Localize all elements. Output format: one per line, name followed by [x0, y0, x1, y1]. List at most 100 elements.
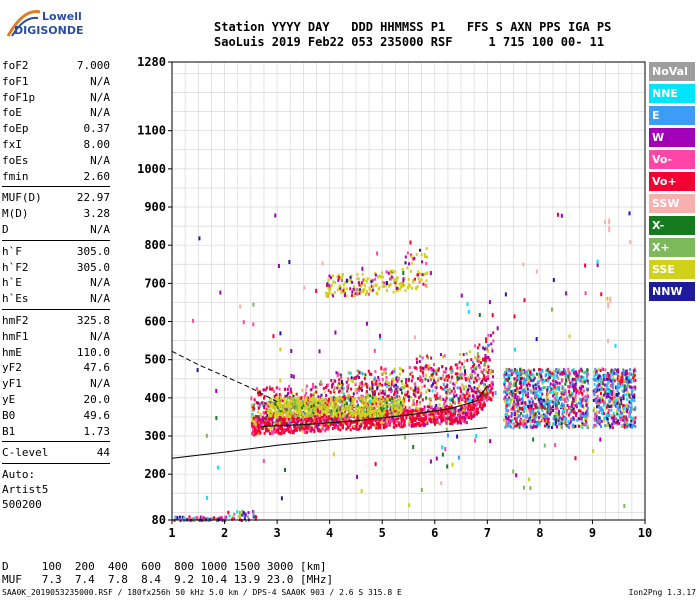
echo-point: [386, 384, 389, 388]
echo-point: [338, 378, 341, 382]
echo-point: [513, 423, 516, 427]
echo-point: [630, 391, 633, 395]
echo-point: [300, 401, 303, 405]
echo-point: [575, 375, 578, 379]
echo-point: [359, 381, 362, 385]
echo-point: [517, 413, 520, 417]
echo-point: [425, 262, 428, 266]
echo-point: [399, 286, 402, 290]
echo-point: [486, 398, 489, 402]
echo-point: [468, 384, 471, 388]
echo-point: [270, 429, 273, 433]
echo-point: [625, 416, 628, 420]
echo-point: [582, 412, 585, 416]
echo-point: [284, 394, 287, 398]
echo-point: [323, 424, 326, 428]
param-value: N/A: [90, 276, 110, 290]
echo-point: [613, 419, 616, 423]
echo-point: [437, 406, 440, 410]
echo-point: [368, 372, 371, 376]
echo-point: [294, 428, 297, 432]
echo-point: [364, 423, 367, 427]
echo-point: [400, 388, 403, 392]
echo-point: [552, 394, 555, 398]
echo-point: [573, 388, 576, 392]
echo-point: [547, 417, 550, 421]
echo-point: [622, 397, 625, 401]
echo-point: [323, 410, 326, 414]
echo-point: [394, 283, 397, 287]
echo-point: [516, 395, 519, 399]
echo-point: [348, 407, 351, 411]
echo-point: [371, 390, 374, 394]
echo-point: [534, 383, 537, 387]
echo-point: [331, 274, 334, 278]
echo-point: [320, 404, 323, 408]
echo-point: [584, 411, 587, 415]
echo-point: [617, 392, 620, 396]
echo-point: [476, 407, 479, 411]
echo-point: [471, 394, 474, 398]
echo-point: [557, 422, 560, 426]
echo-point: [505, 413, 508, 417]
echo-point: [513, 377, 516, 381]
echo-points: [173, 211, 637, 523]
echo-point: [519, 381, 522, 385]
echo-point: [515, 405, 518, 409]
echo-point: [404, 384, 407, 388]
echo-point: [483, 347, 486, 351]
echo-point: [529, 379, 532, 383]
echo-point: [464, 400, 467, 404]
echo-point: [509, 424, 512, 428]
echo-point: [615, 408, 618, 412]
echo-point: [268, 418, 271, 422]
echo-point: [578, 386, 581, 390]
echo-point: [620, 402, 623, 406]
echo-point: [516, 374, 519, 378]
echo-point: [451, 416, 454, 420]
echo-point: [434, 412, 437, 416]
echo-point: [359, 371, 362, 375]
echo-point: [267, 427, 270, 431]
echo-point: [482, 397, 485, 401]
echo-point: [350, 278, 353, 282]
echo-point: [291, 416, 294, 420]
echo-point: [384, 417, 387, 421]
echo-point: [366, 277, 369, 281]
echo-point: [464, 396, 467, 400]
echo-point: [556, 392, 559, 396]
echo-point: [350, 376, 353, 380]
echo-point: [374, 408, 377, 412]
header-line-1: Station YYYY DAY DDD HHMMSS P1 FFS S AXN…: [214, 20, 612, 34]
echo-point: [305, 423, 308, 427]
echo-point: [483, 383, 486, 387]
echo-point: [322, 403, 325, 407]
echo-point: [623, 370, 626, 374]
echo-point: [257, 432, 260, 436]
echo-point: [466, 399, 469, 403]
echo-point: [250, 415, 253, 419]
echo-point: [260, 419, 263, 423]
echo-point: [347, 393, 350, 397]
echo-point: [522, 422, 525, 426]
echo-point: [360, 400, 363, 404]
echo-point: [511, 418, 514, 422]
echo-point: [307, 405, 310, 409]
echo-point: [586, 410, 589, 414]
echo-point: [426, 388, 429, 392]
echo-point: [372, 288, 375, 292]
echo-point: [617, 370, 620, 374]
echo-point: [450, 406, 453, 410]
echo-point: [334, 407, 337, 411]
echo-point: [332, 401, 335, 405]
param-name: fxI: [2, 137, 22, 151]
echo-point: [626, 391, 629, 395]
echo-point: [414, 422, 417, 426]
echo-point: [608, 400, 611, 404]
echo-point: [546, 368, 549, 372]
echo-point: [346, 407, 349, 411]
echo-point: [278, 415, 281, 419]
echo-point: [327, 389, 330, 393]
echo-point: [526, 383, 529, 387]
